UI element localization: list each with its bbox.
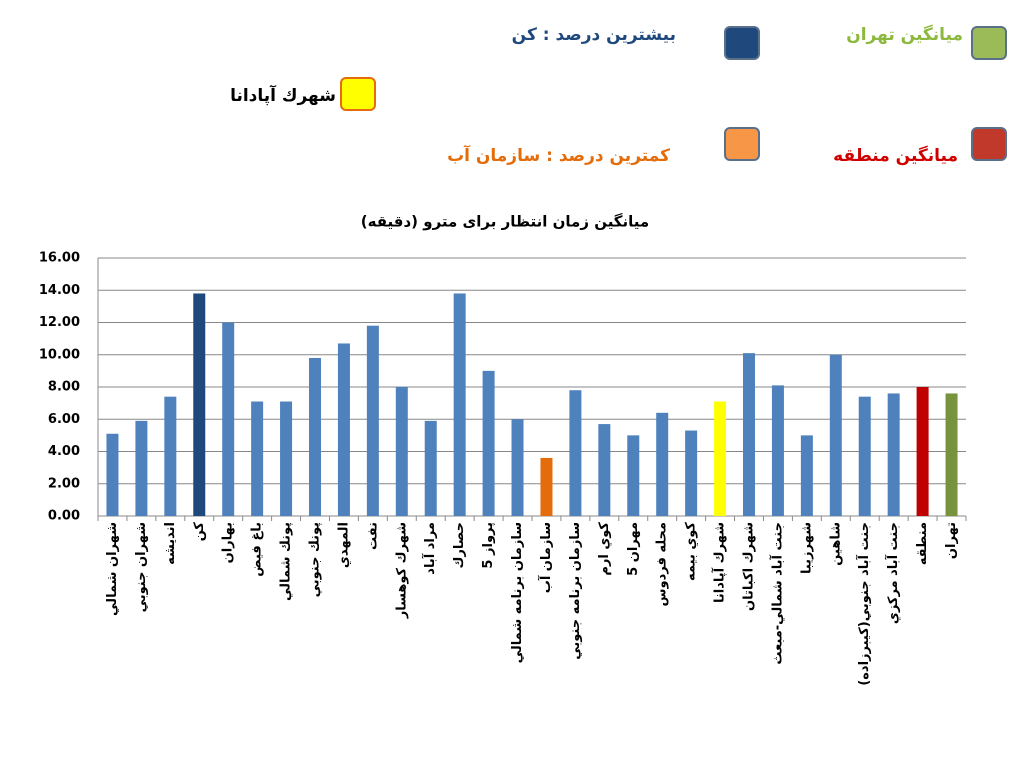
bar [395,387,408,516]
bar [540,457,553,516]
legend-text: كمترين درصد : سازمان آب [447,144,670,166]
bar [569,390,582,516]
legend-box [971,26,1007,60]
x-tick-label: شهران شمالي [105,522,120,616]
x-tick-label: شهران جنوبي [134,522,149,612]
legend-box [971,127,1007,161]
x-tick-label: حصارك [452,522,467,568]
legend-text: ميانگين منطقه [833,145,958,166]
bar [309,357,321,516]
x-tick-label: نفت [365,522,380,550]
y-tick-label: 12.00 [39,315,80,330]
bar [280,401,293,516]
legend-text: شهرك آپادانا [230,84,336,106]
bar [771,385,784,516]
bar [251,401,264,516]
legend-text: بيشترين درصد : كن [512,25,676,45]
bar [598,424,611,516]
legend-text: ميانگين تهران [846,24,963,45]
x-tick-label: مراد آباد [421,522,438,575]
x-tick-label: باغ فيض [250,522,265,577]
bar [511,419,524,516]
x-tick-label: شاهين [828,522,843,566]
x-tick-label: المهدي [336,522,351,568]
bar [453,293,466,516]
bar [424,420,437,516]
bar [743,353,755,516]
x-tick-label: سازمان آب [537,522,554,593]
bar [945,393,958,516]
y-tick-label: 4.00 [48,444,80,459]
bar [916,387,929,516]
bar [482,370,495,516]
x-tick-label: كوي بيمه [684,522,699,581]
x-tick-label: پونك شمالي [279,522,294,601]
x-tick-label: شهرك آپادانا [711,522,728,603]
bar [800,435,813,516]
x-tick-label: جنت آباد شمالي-مبعث [768,522,785,665]
bar [337,343,350,516]
bar [366,325,379,516]
y-tick-label: 14.00 [39,283,80,298]
x-tick-label: كن [192,522,207,542]
x-tick-label: سازمان برنامه جنوبي [568,522,583,660]
x-tick-label: كوي ارم [597,522,612,576]
x-tick-label: جنت آباد مركزي [884,522,901,624]
x-tick-label: بهاران [221,522,236,563]
x-tick-label: سازمان برنامه شمالي [510,522,525,663]
x-tick-label: جنت آباد جنوبي(كيبرزاده) [855,522,872,686]
x-tick-label: محله فردوس [655,522,670,606]
bar [685,430,698,516]
x-tick-label: تهران [944,522,959,559]
bar [858,396,871,516]
legend-box [340,77,376,111]
bar [887,393,900,516]
x-tick-label: پرواز 5 [481,522,496,569]
legend-box [724,127,760,161]
bar [193,293,206,516]
bar [829,354,842,516]
x-tick-label: شهرك كوهسار [394,522,409,619]
x-tick-label: پونك جنوبي [308,522,323,597]
bar [627,435,640,516]
y-tick-label: 16.00 [39,251,80,266]
y-tick-label: 8.00 [48,380,80,395]
x-tick-label: انديشه [163,522,178,565]
bar [222,322,235,516]
y-tick-label: 6.00 [48,412,80,427]
bar [135,420,148,516]
bar [714,401,727,516]
x-tick-label: شهرك اكباتان [742,522,757,611]
x-tick-label: مهران 5 [626,522,641,576]
x-tick-label: منطقه [915,522,930,565]
x-tick-label: شهرزيبا [799,522,814,574]
y-tick-label: 0.00 [48,509,80,524]
bar [656,412,669,516]
legend-box [724,26,760,60]
bar [164,396,177,516]
bar [106,433,119,516]
y-tick-label: 10.00 [39,347,80,362]
chart-title: ميانگين زمان انتظار براى مترو (دقيقه) [361,213,649,231]
y-tick-label: 2.00 [48,476,80,491]
